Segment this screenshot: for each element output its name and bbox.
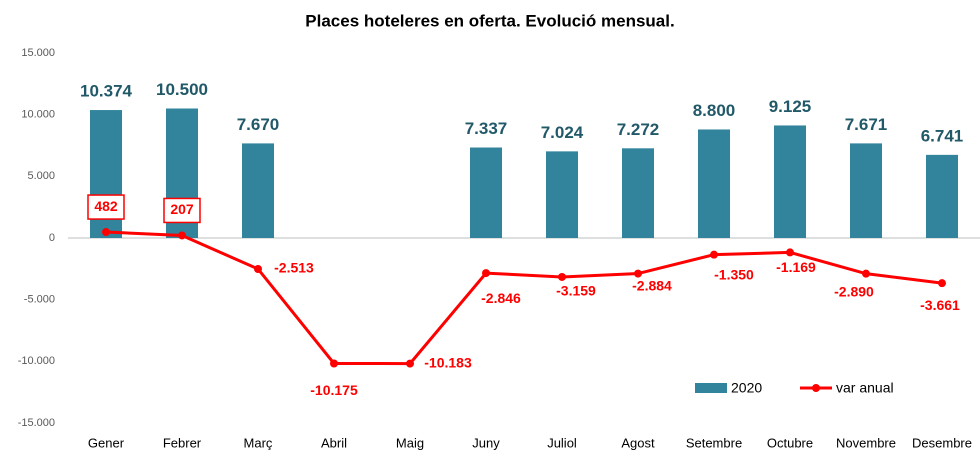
point <box>330 359 338 368</box>
bar <box>926 154 958 238</box>
bar <box>242 143 274 238</box>
x-tick-label: Gener <box>88 435 125 450</box>
y-tick-label: 0 <box>49 232 55 244</box>
line-label: -3.661 <box>920 297 960 313</box>
x-tick-label: Setembre <box>686 435 742 450</box>
label-box <box>87 194 125 220</box>
line-label: -1.350 <box>714 266 754 282</box>
y-tick-label: 5.000 <box>27 170 55 182</box>
y-tick-label: 15.000 <box>21 47 55 59</box>
bar-label: 9.125 <box>769 97 812 116</box>
x-tick-label: Juliol <box>547 435 577 450</box>
legend-label: var anual <box>836 380 894 396</box>
bar-label: 7.337 <box>465 119 508 138</box>
x-tick-label: Desembre <box>912 435 972 450</box>
point <box>406 359 414 368</box>
y-tick-label: 10.000 <box>21 109 55 121</box>
bar-label: 7.024 <box>541 123 584 142</box>
bar-label: 7.670 <box>237 115 280 134</box>
line-label: -2.846 <box>481 290 521 306</box>
line-label: -2.884 <box>632 277 672 293</box>
line-label: -1.169 <box>776 259 816 275</box>
point <box>862 269 870 278</box>
x-tick-label: Agost <box>621 435 655 450</box>
x-tick-label: Abril <box>321 435 347 450</box>
x-tick-label: Octubre <box>767 435 813 450</box>
bar <box>470 147 502 238</box>
point <box>254 264 262 273</box>
x-tick-label: Maig <box>396 435 424 450</box>
bar-label: 10.500 <box>156 80 208 99</box>
y-tick-label: -5.000 <box>24 294 55 306</box>
point <box>178 231 186 240</box>
point <box>482 269 490 278</box>
x-tick-label: Novembre <box>836 435 896 450</box>
y-tick-label: -10.000 <box>18 355 55 367</box>
legend-swatch <box>812 384 820 392</box>
point <box>938 279 946 288</box>
bar <box>622 148 654 238</box>
x-tick-label: Febrer <box>163 435 202 450</box>
x-tick-label: Juny <box>472 435 500 450</box>
x-tick-label: Març <box>244 435 273 450</box>
line-label: -2.513 <box>274 260 314 276</box>
label-box <box>163 197 201 224</box>
legend-label: 2020 <box>731 380 762 396</box>
line-label: 207 <box>170 201 194 217</box>
point <box>102 228 110 237</box>
line-label: -2.890 <box>834 283 874 299</box>
line <box>105 230 943 366</box>
bar <box>774 125 806 238</box>
point <box>786 248 794 257</box>
bar <box>850 143 882 238</box>
legend-swatch <box>695 383 727 393</box>
bar-label: 7.671 <box>845 115 888 134</box>
bar <box>546 151 578 238</box>
line-label: -10.175 <box>310 382 358 398</box>
bar-label: 7.272 <box>617 120 660 139</box>
bar-label: 10.374 <box>80 82 133 101</box>
bar <box>698 129 730 238</box>
point <box>634 269 642 278</box>
line-label: -10.183 <box>424 354 472 370</box>
y-tick-label: -15.000 <box>18 417 55 429</box>
line-label: 482 <box>94 198 118 214</box>
bar-label: 6.741 <box>921 126 964 145</box>
line-label: -3.159 <box>556 283 596 299</box>
point <box>710 250 718 259</box>
bar-label: 8.800 <box>693 101 736 120</box>
point <box>558 272 566 281</box>
chart-title: Places hoteleres en oferta. Evolució men… <box>305 11 674 30</box>
